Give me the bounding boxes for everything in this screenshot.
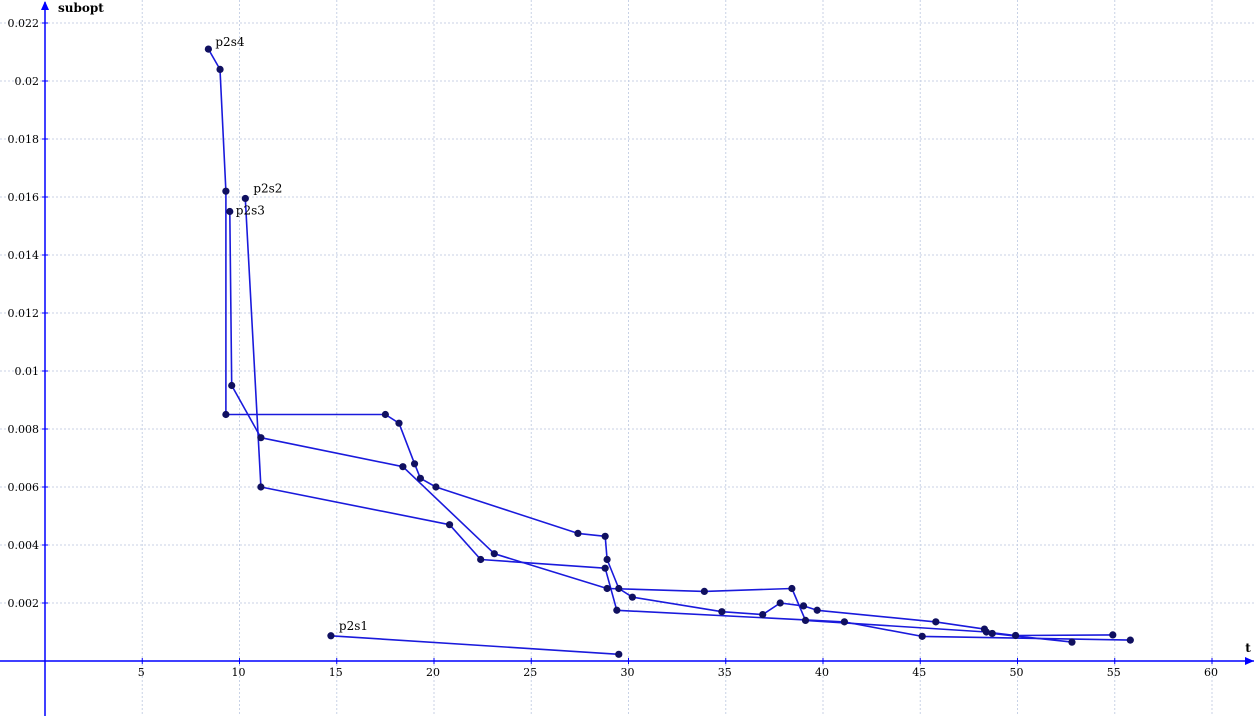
- data-point-p2s4: [222, 187, 230, 195]
- data-point-p2s4: [980, 625, 989, 633]
- series-labels: p2s1 p2s2 p2s3 p2s4: [215, 35, 368, 633]
- data-point-p2s4: [603, 555, 611, 564]
- x-tick-label: 45: [912, 666, 926, 679]
- data-point-p2s2: [477, 555, 485, 564]
- x-tick-label: 50: [1010, 666, 1024, 679]
- x-tick-label: 35: [718, 666, 732, 679]
- data-point-p2s2: [840, 618, 848, 626]
- y-axis-label: subopt: [58, 1, 104, 15]
- data-point-p2s1: [615, 650, 623, 658]
- series-label-p2s1: p2s1: [339, 619, 368, 633]
- x-tick-label: 55: [1107, 666, 1121, 679]
- data-point-p2s4: [932, 618, 940, 626]
- x-tick-label: 5: [138, 666, 145, 679]
- data-point-p2s4: [574, 529, 582, 538]
- x-tick-label: 40: [815, 666, 829, 679]
- data-point-p2s3: [700, 587, 708, 596]
- data-point-p2s4: [759, 611, 767, 619]
- x-tick-label: 60: [1204, 666, 1218, 679]
- data-point-p2s4: [988, 629, 996, 638]
- data-point-p2s4: [222, 410, 230, 419]
- series-line-p2s3: [229, 211, 1113, 637]
- y-tick-label: 0.012: [8, 307, 40, 320]
- data-point-p2s2: [918, 632, 926, 640]
- series-label-p2s4: p2s4: [215, 35, 244, 49]
- y-tick-label: 0.004: [8, 539, 40, 552]
- data-point-p2s3: [399, 463, 407, 471]
- data-point-p2s3: [228, 381, 236, 390]
- data-point-p2s2: [257, 483, 265, 491]
- data-point-p2s4: [776, 599, 784, 607]
- y-tick-label: 0.016: [8, 191, 40, 204]
- data-point-p2s2: [445, 521, 454, 529]
- data-point-p2s4: [799, 602, 808, 610]
- data-point-p2s4: [395, 419, 403, 427]
- x-axis-label: t: [1245, 641, 1251, 655]
- data-point-p2s2: [241, 194, 249, 203]
- series-lines: [207, 48, 1131, 656]
- x-tick-label: 20: [426, 666, 440, 679]
- data-point-p2s4: [813, 606, 821, 614]
- data-point-p2s3: [603, 584, 611, 593]
- y-tick-label: 0.002: [8, 597, 40, 610]
- data-point-p2s2: [1126, 636, 1134, 644]
- data-point-p2s3: [257, 434, 265, 442]
- y-tick-label: 0.014: [8, 249, 40, 262]
- series-label-p2s2: p2s2: [253, 181, 282, 195]
- data-point-p2s3: [1011, 631, 1020, 640]
- data-point-p2s4: [416, 474, 424, 482]
- data-point-p2s3: [1109, 631, 1117, 639]
- data-point-p2s4: [1068, 638, 1076, 646]
- series-label-p2s3: p2s3: [236, 204, 265, 218]
- data-point-p2s3: [788, 584, 796, 593]
- data-point-p2s3: [490, 550, 498, 558]
- data-point-p2s4: [718, 608, 726, 616]
- tick-labels: 5 10 15 20 25 30 35 40 45 50 55 60 0.002 0.004 0.006 0.…: [8, 17, 1219, 679]
- data-point-p2s1: [327, 632, 335, 640]
- series-line-p2s2: [244, 198, 1131, 641]
- data-point-p2s4: [381, 410, 389, 419]
- series-line-p2s4: [207, 48, 1073, 643]
- y-tick-label: 0.008: [8, 423, 40, 436]
- data-point-p2s4: [410, 460, 419, 468]
- data-point-p2s4: [601, 532, 609, 540]
- x-tick-label: 30: [621, 666, 635, 679]
- data-point-p2s3: [226, 207, 234, 216]
- y-tick-label: 0.018: [8, 133, 40, 146]
- data-point-p2s4: [628, 593, 636, 601]
- data-point-p2s3: [801, 616, 810, 625]
- y-tick-label: 0.02: [15, 75, 40, 88]
- series-markers: [204, 45, 1134, 658]
- y-axis-arrow: [41, 1, 49, 10]
- y-tick-label: 0.006: [8, 481, 40, 494]
- data-point-p2s4: [204, 45, 212, 53]
- series-line-p2s1: [330, 635, 619, 656]
- data-point-p2s2: [613, 606, 621, 614]
- data-point-p2s4: [432, 483, 440, 491]
- x-tick-label: 25: [523, 666, 537, 679]
- y-tick-label: 0.01: [15, 365, 40, 378]
- x-tick-label: 15: [329, 666, 343, 679]
- x-tick-label: 10: [232, 666, 246, 679]
- data-point-p2s4: [615, 584, 623, 593]
- x-axis-arrow: [1245, 657, 1254, 665]
- data-point-p2s2: [601, 564, 609, 572]
- y-tick-label: 0.022: [8, 17, 40, 30]
- data-point-p2s4: [216, 65, 224, 73]
